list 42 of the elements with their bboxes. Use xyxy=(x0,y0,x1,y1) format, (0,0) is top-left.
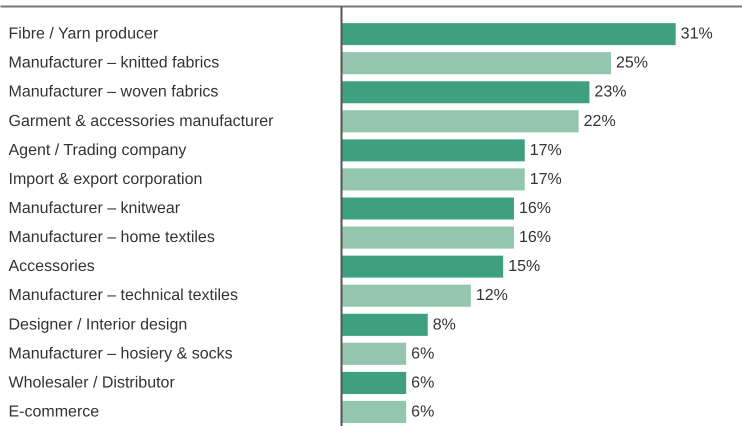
bar xyxy=(342,110,579,132)
data-label: 23% xyxy=(594,84,626,101)
bar xyxy=(342,168,525,190)
data-label: 12% xyxy=(476,287,508,304)
bar xyxy=(342,400,406,424)
y-tick-label: Agent / Trading company xyxy=(8,142,186,159)
y-tick-label: Manufacturer – technical textiles xyxy=(8,287,238,304)
y-tick-label: Fibre / Yarn producer xyxy=(8,26,159,43)
bar xyxy=(342,314,428,336)
y-tick-label: E-commerce xyxy=(8,403,100,420)
y-tick-label: Import & export corporation xyxy=(8,170,202,188)
y-tick-label: Wholesaler / Distributor xyxy=(8,374,176,392)
y-tick-label: Garment & accessories manufacturer xyxy=(8,112,274,130)
bar xyxy=(342,226,514,249)
bar xyxy=(342,284,471,307)
bar xyxy=(342,23,676,46)
data-label: 17% xyxy=(530,170,562,188)
data-label: 6% xyxy=(411,374,434,392)
data-label: 6% xyxy=(411,403,434,420)
y-tick-label: Manufacturer – woven fabrics xyxy=(8,84,218,101)
y-tick-label: Manufacturer – hosiery & socks xyxy=(8,345,233,362)
bar xyxy=(342,81,590,104)
bar xyxy=(342,52,611,74)
data-label: 17% xyxy=(530,142,562,159)
data-label: 31% xyxy=(680,26,713,43)
data-label: 16% xyxy=(518,229,552,246)
bar xyxy=(342,372,406,394)
bar xyxy=(342,139,525,162)
y-tick-label: Manufacturer – knitwear xyxy=(8,200,181,218)
data-label: 15% xyxy=(508,258,540,276)
y-tick-label: Accessories xyxy=(8,258,95,276)
bar xyxy=(342,197,514,220)
y-tick-label: Designer / Interior design xyxy=(8,316,188,334)
data-label: 22% xyxy=(584,112,616,130)
bar xyxy=(342,342,406,365)
y-tick-label: Manufacturer – home textiles xyxy=(8,229,215,246)
data-label: 6% xyxy=(411,345,434,362)
y-tick-label: Manufacturer – knitted fabrics xyxy=(8,54,220,72)
bar xyxy=(342,256,504,278)
data-label: 8% xyxy=(432,316,456,334)
data-label: 16% xyxy=(518,200,552,218)
data-label: 25% xyxy=(616,54,648,72)
